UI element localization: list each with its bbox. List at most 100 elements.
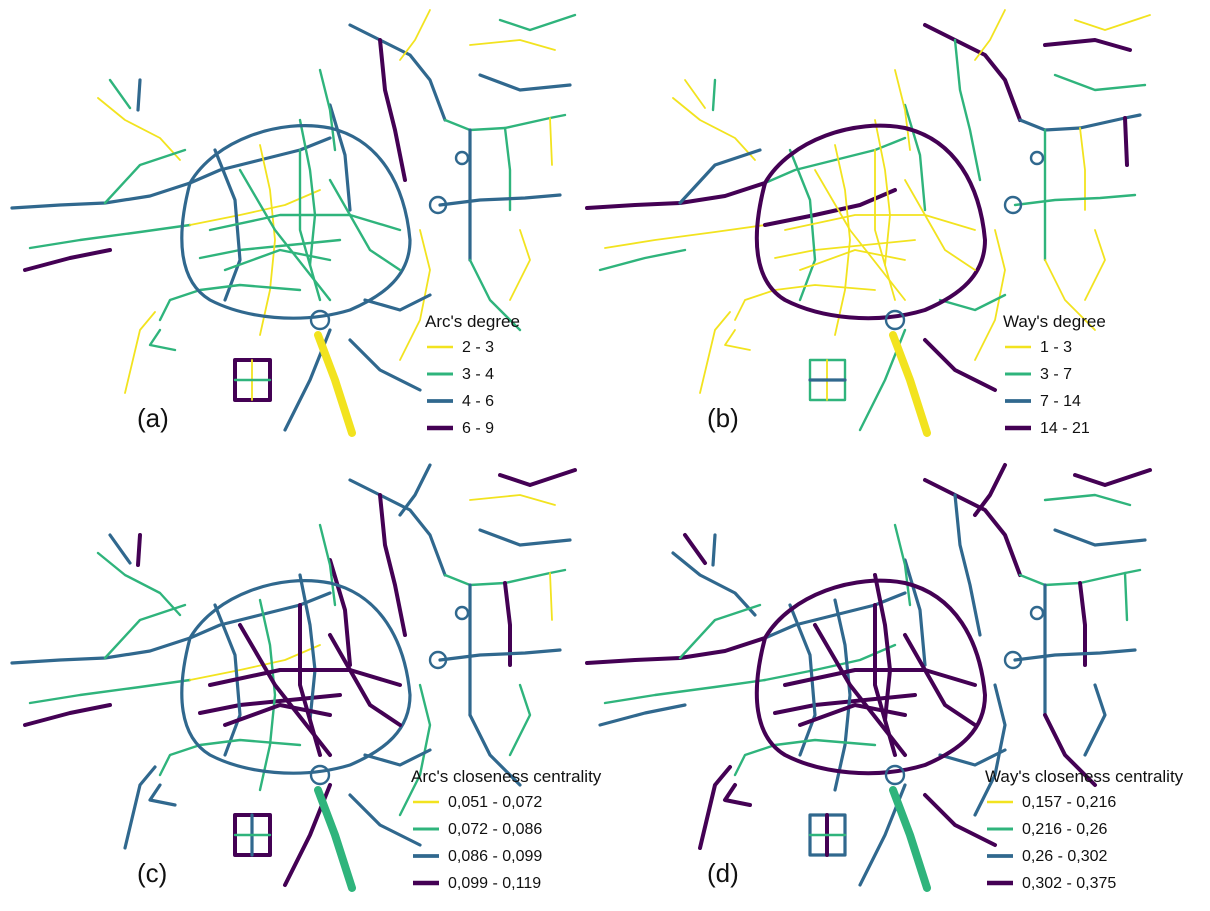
street-14 <box>328 558 352 667</box>
street-27 <box>923 793 997 847</box>
street-9 <box>198 693 342 715</box>
street-5 <box>23 248 112 272</box>
street-6 <box>698 765 732 850</box>
street-7 <box>678 148 762 205</box>
street-28 <box>734 284 876 321</box>
legend-item-0: 2 - 3 <box>462 339 494 356</box>
street-1 <box>108 533 132 565</box>
street-33 <box>498 468 577 487</box>
ring-road-0 <box>754 123 987 321</box>
street-36 <box>508 683 532 757</box>
legend-title: Arc's degree <box>425 312 520 331</box>
legend-item-2: 7 - 14 <box>1040 393 1081 410</box>
street-2 <box>136 533 142 567</box>
ring-road-0 <box>180 579 412 775</box>
roundabout-2 <box>454 150 470 166</box>
roundabout-0 <box>884 764 906 786</box>
street-23 <box>1013 648 1137 662</box>
legend-item-2: 4 - 6 <box>462 393 494 410</box>
street-18 <box>399 9 431 61</box>
highway-segment <box>314 331 356 437</box>
roundabout-1 <box>1003 195 1023 215</box>
panel-label: (a) <box>137 403 169 433</box>
street-12 <box>833 598 852 792</box>
ring-road-0 <box>180 124 412 320</box>
radial-road-1 <box>298 148 322 302</box>
street-22 <box>549 572 553 621</box>
radial-road-0 <box>814 169 906 301</box>
street-9 <box>774 239 916 259</box>
street-22 <box>1123 116 1129 167</box>
street-6 <box>123 765 157 850</box>
radial-road-3 <box>208 213 402 232</box>
legend-item-1: 0,072 - 0,086 <box>448 821 542 838</box>
radial-road-2 <box>328 633 402 727</box>
panel-a-map: (a) Arc's degree 2 - 3 3 - 4 4 - 6 6 - 9 <box>10 9 577 437</box>
street-13 <box>298 118 317 267</box>
roundabout-0 <box>309 309 331 331</box>
radial-road-2 <box>904 179 976 271</box>
radial-road-4 <box>223 248 332 272</box>
panel-c-map: (c) Arc's closeness centrality 0,051 - 0,0… <box>10 463 602 892</box>
street-29 <box>233 813 272 857</box>
street-1 <box>683 533 707 565</box>
street-12 <box>259 144 276 336</box>
street-17 <box>378 493 407 637</box>
radial-road-2 <box>328 178 402 272</box>
street-24 <box>973 683 1007 817</box>
street-15 <box>348 23 447 122</box>
legend-item-0: 0,051 - 0,072 <box>448 794 542 811</box>
radial-road-4 <box>799 249 906 271</box>
street-17 <box>953 493 982 637</box>
street-36 <box>1084 229 1106 301</box>
radial-road-2 <box>903 633 977 727</box>
street-15 <box>923 478 1022 577</box>
street-29 <box>808 358 847 402</box>
street-8 <box>763 591 907 640</box>
street-37 <box>148 783 177 807</box>
street-24 <box>398 683 432 817</box>
street-27 <box>348 793 422 847</box>
roundabout-2 <box>1029 150 1045 166</box>
street-4 <box>28 678 192 705</box>
legend-title: Way's closeness centrality <box>985 767 1184 786</box>
street-34 <box>1043 493 1132 507</box>
street-6 <box>699 311 731 394</box>
radial-road-3 <box>784 214 976 231</box>
legend-item-2: 0,26 - 0,302 <box>1022 848 1108 865</box>
street-0 <box>671 551 757 617</box>
panel-label: (c) <box>137 858 167 888</box>
street-37 <box>724 329 751 351</box>
radial-road-0 <box>238 168 332 302</box>
street-25 <box>468 258 522 332</box>
street-16 <box>893 523 912 607</box>
street-14 <box>328 103 352 212</box>
roundabout-2 <box>454 605 470 621</box>
street-25 <box>468 713 522 787</box>
street-17 <box>378 38 407 182</box>
legend-item-3: 0,099 - 0,119 <box>448 875 541 892</box>
street-16 <box>894 69 911 151</box>
legend-title: Arc's closeness centrality <box>411 767 602 786</box>
ring-road-0 <box>754 578 987 776</box>
street-8 <box>188 136 332 185</box>
map-legend: Arc's closeness centrality 0,051 - 0,072 0… <box>411 767 602 892</box>
map-legend: Way's closeness centrality 0,157 - 0,216 0… <box>985 767 1184 892</box>
street-2 <box>711 533 717 567</box>
highway-segment <box>889 786 931 892</box>
street-36 <box>509 229 531 301</box>
street-18 <box>398 463 432 517</box>
street-8 <box>188 591 332 640</box>
street-0 <box>97 97 181 161</box>
street-1 <box>684 79 706 109</box>
street-21 <box>1079 127 1086 211</box>
street-32 <box>363 293 432 312</box>
map-legend: Way's degree 1 - 3 3 - 7 7 - 14 14 - 21 <box>1003 312 1106 437</box>
street-34 <box>469 494 556 506</box>
radial-road-3 <box>208 668 402 687</box>
street-27 <box>348 338 422 392</box>
radial-road-1 <box>874 149 896 301</box>
street-22 <box>1123 571 1129 622</box>
legend-item-1: 3 - 4 <box>462 366 494 383</box>
street-35 <box>478 528 572 547</box>
